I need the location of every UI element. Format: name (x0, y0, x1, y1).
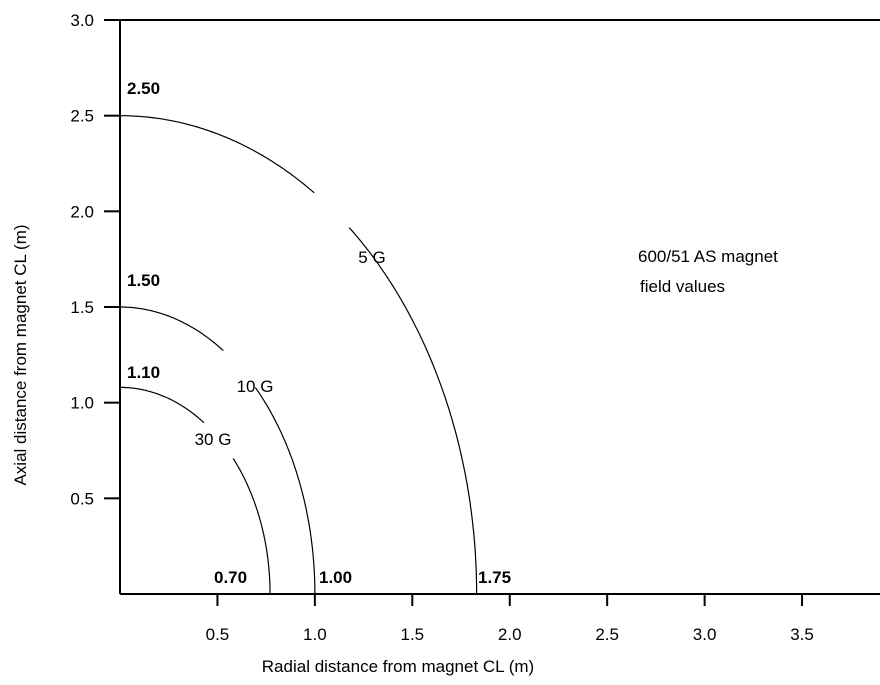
axial-extent-label: 1.10 (127, 363, 160, 382)
x-tick-label: 3.0 (693, 625, 717, 644)
x-tick-label: 0.5 (206, 625, 230, 644)
annotation-line-2: field values (640, 277, 725, 296)
y-axis-title: Axial distance from magnet CL (m) (11, 224, 30, 485)
contour-label: 5 G (358, 248, 385, 267)
contour-line-5g (348, 227, 478, 594)
annotation-line-1: 600/51 AS magnet (638, 247, 778, 266)
x-axis-title: Radial distance from magnet CL (m) (262, 657, 534, 676)
contour-line-30g (120, 386, 205, 424)
y-tick-label: 3.0 (70, 11, 94, 30)
contour-lines (120, 115, 478, 595)
contour-line-10g (254, 387, 316, 594)
radial-extent-label: 1.00 (319, 568, 352, 587)
contour-line-5g (120, 115, 315, 194)
axial-extent-label: 2.50 (127, 79, 160, 98)
y-tick-label: 2.0 (70, 202, 94, 221)
y-tick-label: 1.0 (70, 394, 94, 413)
y-tick-label: 1.5 (70, 298, 94, 317)
x-tick-label: 1.0 (303, 625, 327, 644)
y-tick-label: 2.5 (70, 107, 94, 126)
x-tick-label: 3.5 (790, 625, 814, 644)
x-tick-label: 2.0 (498, 625, 522, 644)
contour-line-30g (232, 458, 271, 595)
contour-label: 10 G (237, 377, 274, 396)
contour-label: 30 G (195, 430, 232, 449)
x-tick-label: 2.5 (595, 625, 619, 644)
axes (104, 19, 880, 606)
radial-extent-label: 0.70 (214, 568, 247, 587)
radial-extent-label: 1.75 (478, 568, 511, 587)
y-tick-label: 0.5 (70, 489, 94, 508)
contour-line-10g (120, 306, 224, 352)
x-tick-label: 1.5 (400, 625, 424, 644)
axial-extent-label: 1.50 (127, 271, 160, 290)
